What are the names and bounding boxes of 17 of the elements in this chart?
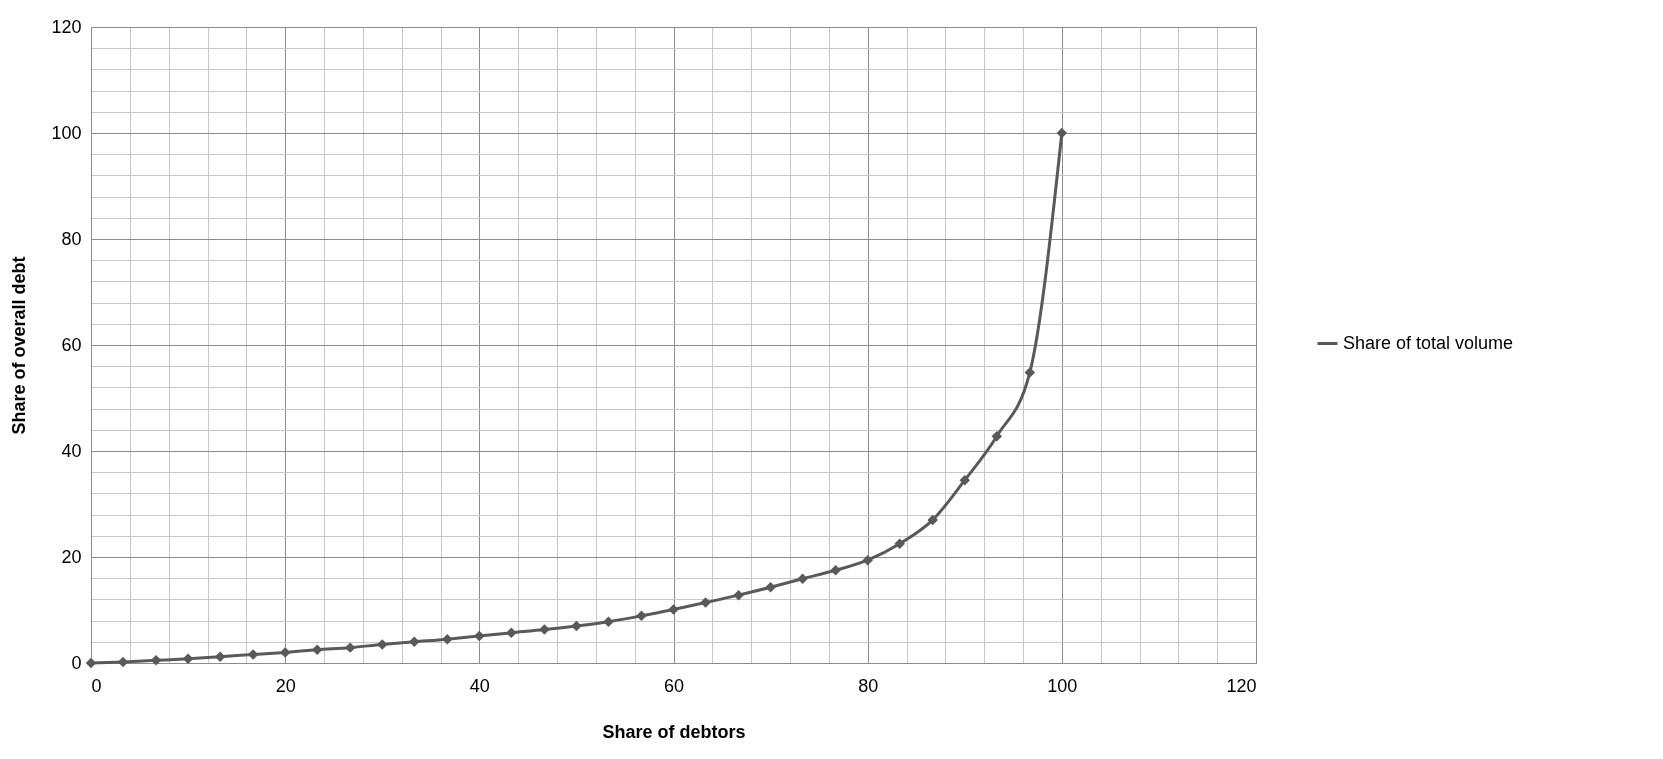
- y-tick-label: 60: [61, 334, 82, 355]
- x-tick-label: 40: [469, 675, 490, 696]
- x-tick-label: 80: [858, 675, 879, 696]
- x-tick-label: 20: [275, 675, 296, 696]
- y-tick-label: 100: [51, 122, 82, 143]
- x-tick-label: 0: [91, 675, 102, 696]
- y-tick-label: 120: [51, 16, 82, 37]
- x-tick-label: 60: [663, 675, 685, 696]
- legend-label: Share of total volume: [1343, 332, 1514, 353]
- x-tick-label: 100: [1047, 675, 1078, 696]
- x-tick-label: 120: [1226, 675, 1257, 696]
- y-tick-label: 0: [71, 652, 82, 673]
- y-tick-label: 40: [61, 440, 82, 461]
- y-axis-title: Share of overall debt: [9, 256, 30, 435]
- y-tick-label: 80: [61, 228, 82, 249]
- y-tick-label: 20: [61, 546, 82, 567]
- x-axis-title: Share of debtors: [602, 721, 746, 742]
